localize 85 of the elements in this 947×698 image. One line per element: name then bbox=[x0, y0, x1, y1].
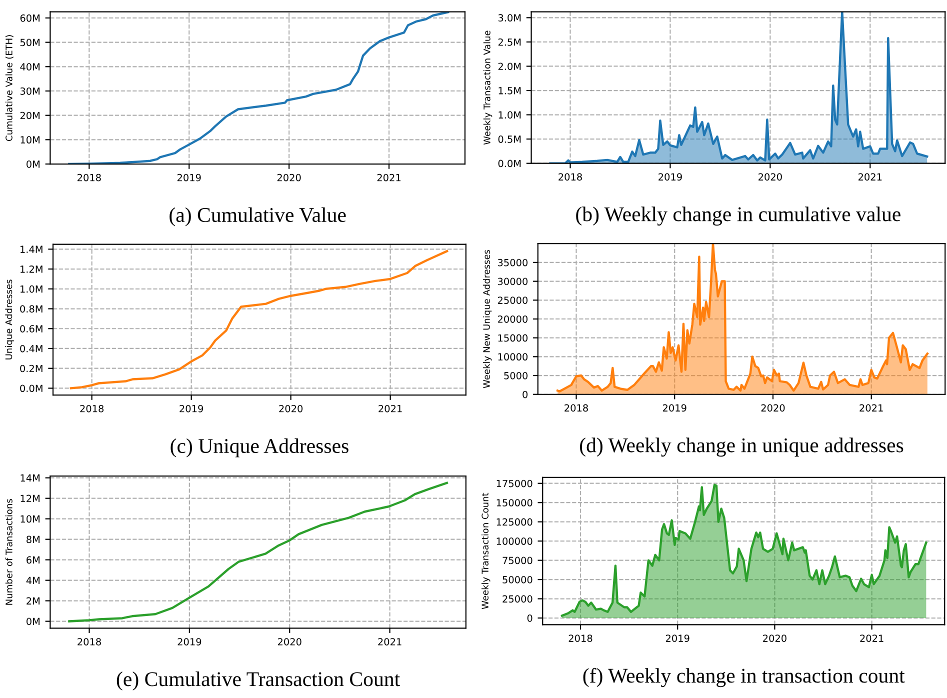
x-tick-label: 2020 bbox=[758, 173, 782, 181]
y-axis-title: Unique Addresses bbox=[5, 280, 14, 360]
x-tick-label: 2019 bbox=[666, 634, 690, 642]
y-tick-label: 25000 bbox=[498, 296, 528, 304]
y-tick-label: 1.5M bbox=[498, 87, 521, 94]
y-tick-label: 14M bbox=[20, 474, 40, 482]
x-tick-label: 2021 bbox=[860, 634, 884, 642]
x-tick-label: 2021 bbox=[858, 173, 882, 181]
y-tick-label: 50M bbox=[20, 38, 40, 46]
y-tick-label: 0.2M bbox=[20, 364, 42, 372]
y-axis-title: Weekly New Unique Addresses bbox=[482, 250, 492, 388]
y-tick-label: 15000 bbox=[498, 334, 528, 342]
y-tick-label: 0.0M bbox=[498, 160, 521, 168]
y-tick-label: 1.4M bbox=[20, 246, 42, 253]
y-tick-label: 40M bbox=[20, 63, 40, 70]
y-tick-label: 8M bbox=[26, 536, 40, 544]
y-tick-label: 2.0M bbox=[498, 62, 521, 70]
y-tick-label: 5000 bbox=[504, 372, 528, 380]
y-tick-label: 60M bbox=[20, 14, 40, 22]
x-tick-label: 2018 bbox=[568, 634, 592, 642]
x-tick-label: 2020 bbox=[761, 404, 785, 412]
y-tick-label: 0.5M bbox=[498, 136, 521, 143]
y-tick-label: 0.0M bbox=[20, 384, 42, 392]
y-tick-label: 30M bbox=[20, 87, 40, 95]
y-tick-label: 30000 bbox=[498, 278, 528, 286]
x-tick-label: 2019 bbox=[180, 404, 204, 412]
y-tick-label: 6M bbox=[26, 556, 40, 564]
text: (a) Cumulative Value bbox=[170, 207, 346, 226]
x-tick-label: 2021 bbox=[860, 404, 883, 412]
y-tick-label: 50000 bbox=[502, 576, 532, 584]
x-tick-label: 2019 bbox=[178, 638, 202, 646]
y-tick-label: 1.2M bbox=[20, 266, 42, 273]
y-tick-label: 10M bbox=[20, 136, 40, 144]
x-tick-label: 2020 bbox=[279, 404, 303, 412]
y-tick-label: 3.0M bbox=[498, 14, 521, 22]
y-tick-label: 0.8M bbox=[20, 305, 42, 313]
x-tick-label: 2020 bbox=[278, 638, 302, 646]
y-tick-label: 12M bbox=[20, 494, 40, 502]
x-tick-label: 2020 bbox=[763, 634, 786, 642]
x-tick-label: 2018 bbox=[78, 174, 101, 182]
line-series bbox=[68, 482, 448, 622]
y-tick-label: 0.4M bbox=[20, 344, 42, 352]
x-tick-label: 2018 bbox=[78, 638, 101, 646]
y-tick-label: 10M bbox=[20, 515, 40, 523]
y-tick-label: 20000 bbox=[498, 315, 528, 323]
y-axis-title: Cumulative Value (ETH) bbox=[5, 35, 14, 141]
text: (f) Weekly change in transaction count bbox=[583, 668, 905, 688]
y-tick-label: 100000 bbox=[496, 538, 532, 545]
y-tick-label: 20M bbox=[20, 112, 40, 120]
y-tick-label: 0 bbox=[522, 390, 528, 398]
y-tick-label: 0M bbox=[26, 618, 40, 626]
y-tick-label: 2.5M bbox=[498, 38, 521, 46]
text: (c) Unique Addresses bbox=[170, 438, 348, 458]
y-axis-title: Number of Transactions bbox=[5, 499, 12, 605]
y-axis-title: Weekly Transaction Value bbox=[483, 30, 492, 145]
y-tick-label: 2M bbox=[26, 597, 40, 604]
text: (d) Weekly change in unique addresses bbox=[580, 438, 904, 457]
y-tick-label: 10000 bbox=[498, 353, 528, 361]
y-tick-label: 1.0M bbox=[20, 285, 42, 293]
x-tick-label: 2018 bbox=[564, 404, 588, 412]
line-series bbox=[70, 250, 448, 390]
line-series bbox=[68, 12, 450, 164]
y-tick-label: 0M bbox=[26, 160, 40, 168]
x-tick-label: 2018 bbox=[80, 404, 104, 412]
x-tick-label: 2021 bbox=[378, 404, 402, 412]
text: (e) Cumulative Transaction Count bbox=[116, 672, 400, 690]
y-tick-label: 0 bbox=[527, 614, 532, 622]
y-tick-label: 125000 bbox=[496, 518, 532, 526]
x-tick-label: 2019 bbox=[658, 173, 682, 181]
y-tick-label: 35000 bbox=[498, 258, 528, 266]
y-tick-label: 75000 bbox=[502, 556, 532, 564]
y-tick-label: 175000 bbox=[496, 480, 532, 488]
text: (b) Weekly change in cumulative value bbox=[576, 206, 900, 226]
x-tick-label: 2019 bbox=[662, 404, 686, 412]
x-tick-label: 2021 bbox=[378, 638, 402, 646]
y-tick-label: 1.0M bbox=[498, 111, 521, 119]
y-tick-label: 150000 bbox=[496, 499, 532, 506]
y-tick-label: 0.6M bbox=[20, 325, 42, 332]
x-tick-label: 2019 bbox=[177, 174, 201, 182]
y-axis-title: Weekly Transaction Count bbox=[482, 492, 490, 610]
x-tick-label: 2020 bbox=[277, 174, 301, 182]
y-tick-label: 25000 bbox=[502, 595, 532, 603]
x-tick-label: 2018 bbox=[558, 173, 582, 181]
y-tick-label: 4M bbox=[26, 576, 40, 584]
x-tick-label: 2021 bbox=[377, 174, 400, 182]
